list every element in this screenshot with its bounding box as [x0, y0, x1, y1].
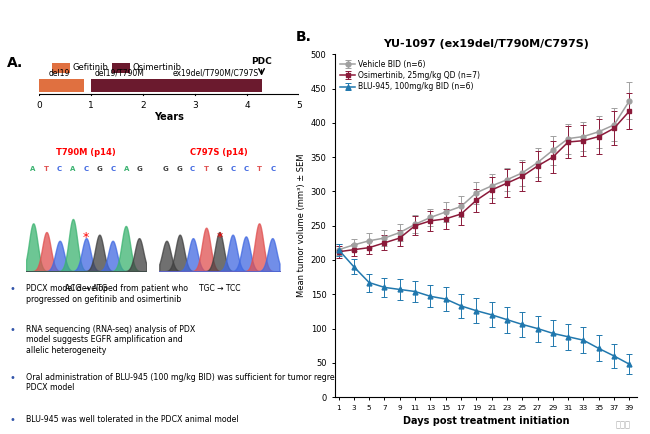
Text: T: T	[203, 166, 209, 172]
Legend: Vehicle BID (n=6), Osimertinib, 25mg/kg QD (n=7), BLU-945, 100mg/kg BID (n=6): Vehicle BID (n=6), Osimertinib, 25mg/kg …	[337, 56, 484, 94]
Text: T790M (p14): T790M (p14)	[57, 148, 116, 158]
Title: YU-1097 (ex19del/T790M/C797S): YU-1097 (ex19del/T790M/C797S)	[383, 39, 589, 49]
Text: TGC → TCC: TGC → TCC	[199, 284, 240, 293]
Text: Oral administration of BLU-945 (100 mg/kg BID) was sufficient for tumor regressi: Oral administration of BLU-945 (100 mg/k…	[26, 373, 382, 392]
Text: C: C	[84, 166, 88, 172]
Text: C: C	[230, 166, 235, 172]
FancyBboxPatch shape	[39, 79, 84, 92]
Text: C797S (p14): C797S (p14)	[190, 148, 248, 158]
Text: C: C	[244, 166, 249, 172]
FancyBboxPatch shape	[91, 79, 261, 92]
Text: Osimertinib: Osimertinib	[133, 63, 181, 72]
Text: B.: B.	[296, 30, 311, 43]
Text: C: C	[57, 166, 62, 172]
Text: G: G	[136, 166, 142, 172]
Text: •: •	[10, 373, 16, 383]
Text: G: G	[97, 166, 102, 172]
Text: C: C	[270, 166, 276, 172]
Text: xenograft (PDCX) model, (B) oral administration of BLU-945 led to significant tu: xenograft (PDCX) model, (B) oral adminis…	[5, 24, 486, 33]
Text: ACG → ATG: ACG → ATG	[65, 284, 107, 293]
Text: del19: del19	[49, 69, 70, 78]
Text: Gefitinib: Gefitinib	[73, 63, 109, 72]
Text: ex19del/T790M/C797S: ex19del/T790M/C797S	[173, 69, 259, 78]
FancyBboxPatch shape	[84, 79, 91, 92]
Text: PDC: PDC	[251, 57, 272, 66]
Text: A.: A.	[6, 56, 23, 70]
Text: 4: 4	[244, 101, 250, 110]
Text: •: •	[10, 325, 16, 335]
Text: T: T	[44, 166, 49, 172]
Text: 交界层: 交界层	[616, 421, 630, 430]
FancyBboxPatch shape	[52, 63, 70, 72]
Text: A: A	[124, 166, 129, 172]
Text: PDCX model developed from patient who
progressed on gefitinib and osimertinib: PDCX model developed from patient who pr…	[26, 284, 188, 304]
Text: C: C	[111, 166, 116, 172]
Text: 0: 0	[36, 101, 42, 110]
Text: Figure 4: In an (A) osimertinib-resistant EFGR ex19del/T790M/C797S patient-deriv: Figure 4: In an (A) osimertinib-resistan…	[5, 13, 475, 22]
Text: A: A	[30, 166, 35, 172]
FancyBboxPatch shape	[112, 63, 130, 72]
Text: G: G	[163, 166, 169, 172]
Text: •: •	[10, 284, 16, 294]
Text: G: G	[176, 166, 182, 172]
Text: C: C	[190, 166, 195, 172]
Y-axis label: Mean tumor volume (mm³) ± SEM: Mean tumor volume (mm³) ± SEM	[298, 154, 306, 297]
Text: 2: 2	[140, 101, 146, 110]
Text: *: *	[83, 231, 89, 244]
Text: del19/T790M: del19/T790M	[95, 69, 144, 78]
Text: •: •	[10, 415, 16, 425]
Text: BLU-945 was well tolerated in the PDCX animal model: BLU-945 was well tolerated in the PDCX a…	[26, 415, 239, 424]
X-axis label: Days post treatment initiation: Days post treatment initiation	[402, 416, 569, 426]
Text: A: A	[70, 166, 75, 172]
Text: T: T	[257, 166, 262, 172]
Text: *: *	[216, 231, 222, 244]
Text: 1: 1	[88, 101, 94, 110]
Text: 5: 5	[296, 101, 302, 110]
Text: G: G	[216, 166, 222, 172]
Text: Years: Years	[154, 112, 184, 122]
Text: 3: 3	[192, 101, 198, 110]
Text: RNA sequencing (RNA-seq) analysis of PDX
model suggests EGFR amplification and
a: RNA sequencing (RNA-seq) analysis of PDX…	[26, 325, 195, 355]
